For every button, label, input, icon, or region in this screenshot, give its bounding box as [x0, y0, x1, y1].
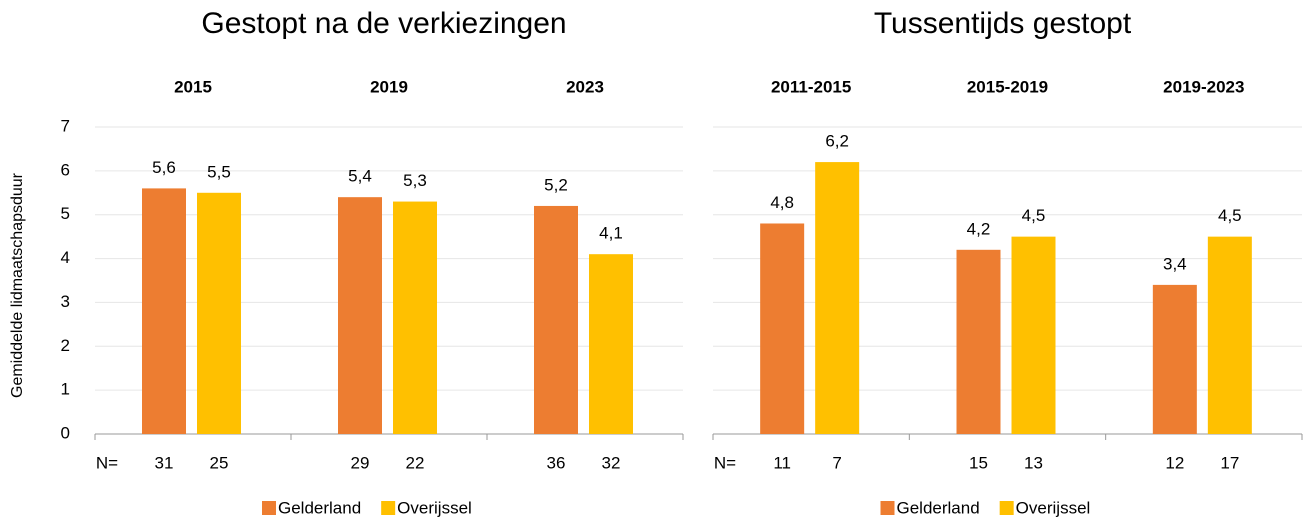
legend-swatch	[262, 501, 276, 515]
value-label: 5,6	[152, 158, 176, 177]
category-label: 2023	[566, 77, 604, 96]
value-label: 5,2	[544, 175, 568, 194]
value-label: 4,5	[1022, 206, 1046, 225]
category-label: 2019	[370, 77, 408, 96]
n-value: 36	[547, 453, 566, 472]
category-label: 2019-2023	[1163, 77, 1244, 96]
n-value: 29	[351, 453, 370, 472]
y-tick-label: 6	[61, 160, 70, 179]
n-value: 15	[969, 453, 988, 472]
legend-label: Overijssel	[1016, 498, 1091, 517]
y-axis-label: Gemiddelde lidmaatschapsduur	[9, 172, 26, 398]
y-tick-label: 2	[61, 336, 70, 355]
value-label: 5,4	[348, 167, 372, 186]
value-label: 6,2	[825, 132, 849, 151]
value-label: 4,2	[967, 219, 991, 238]
bar	[197, 192, 241, 434]
n-value: 32	[602, 453, 621, 472]
chart-title: Gestopt na de verkiezingen	[201, 7, 566, 40]
bar	[338, 197, 382, 434]
bar	[760, 223, 805, 434]
value-label: 5,3	[403, 171, 427, 190]
n-value: 12	[1165, 453, 1184, 472]
category-label: 2015	[174, 77, 212, 96]
y-tick-label: 1	[61, 380, 70, 399]
y-tick-label: 4	[61, 248, 70, 267]
n-value: 11	[773, 453, 791, 472]
value-label: 4,5	[1218, 206, 1242, 225]
category-label: 2015-2019	[967, 77, 1048, 96]
y-tick-label: 7	[61, 116, 70, 135]
bar	[815, 162, 860, 435]
bar	[393, 201, 437, 434]
bar	[534, 205, 578, 434]
bar	[1152, 284, 1197, 434]
bar	[1207, 236, 1252, 434]
n-label: N=	[96, 453, 118, 472]
n-value: 25	[210, 453, 229, 472]
value-label: 3,4	[1163, 254, 1187, 273]
y-tick-label: 3	[61, 292, 70, 311]
legend-label: Overijssel	[397, 498, 472, 517]
bar	[956, 249, 1001, 434]
category-label: 2011-2015	[771, 77, 851, 96]
legend-swatch	[381, 501, 396, 515]
bar	[1011, 236, 1056, 434]
value-label: 4,8	[770, 193, 794, 212]
value-label: 4,1	[599, 224, 623, 243]
n-value: 22	[406, 453, 425, 472]
value-label: 5,5	[207, 162, 231, 181]
legend-label: Gelderland	[278, 498, 361, 517]
chart-title: Tussentijds gestopt	[874, 7, 1132, 40]
legend-swatch	[880, 501, 895, 515]
bar	[142, 188, 186, 434]
n-value: 7	[832, 453, 841, 472]
n-label: N=	[714, 453, 736, 472]
n-value: 13	[1024, 453, 1043, 472]
y-tick-label: 5	[61, 204, 70, 223]
legend-label: Gelderland	[897, 498, 980, 517]
n-value: 17	[1220, 453, 1239, 472]
n-value: 31	[155, 453, 174, 472]
y-tick-label: 0	[61, 423, 70, 442]
legend-swatch	[999, 501, 1014, 515]
bar	[589, 254, 633, 434]
